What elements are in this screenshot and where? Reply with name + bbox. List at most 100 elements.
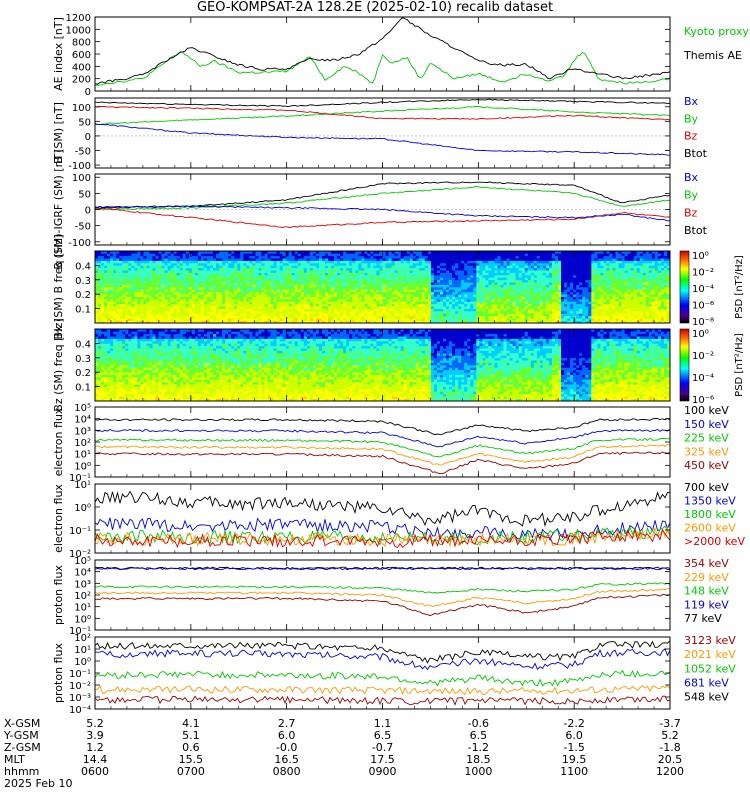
spectrogram-cell	[567, 284, 571, 288]
spectrogram-cell	[561, 251, 565, 254]
spectrogram-cell	[567, 308, 571, 312]
spectrogram-cell	[337, 267, 341, 271]
spectrogram-cell	[291, 253, 296, 257]
spectrogram-cell	[116, 270, 120, 273]
spectrogram-cell	[458, 294, 462, 297]
spectrogram-cell	[400, 311, 404, 314]
spectrogram-cell	[485, 258, 489, 261]
spectrogram-cell	[243, 313, 247, 317]
spectrogram-cell	[449, 313, 453, 317]
spectrogram-cell	[182, 301, 187, 305]
spectrogram-cell	[194, 320, 199, 324]
spectrogram-cell	[488, 270, 492, 273]
spectrogram-cell	[430, 263, 435, 266]
spectrogram-cell	[113, 272, 117, 276]
spectrogram-cell	[352, 313, 356, 317]
spectrogram-cell	[337, 255, 341, 259]
spectrogram-cell	[303, 265, 308, 269]
spectrogram-cell	[409, 272, 414, 276]
spectrogram-cell	[555, 296, 559, 300]
spectrogram-cell	[479, 320, 483, 324]
spectrogram-cell	[331, 284, 335, 288]
spectrogram-cell	[334, 289, 338, 293]
spectrogram-cell	[376, 253, 380, 257]
spectrogram-cell	[312, 289, 317, 293]
spectrogram-cell	[137, 272, 141, 276]
spectrogram-cell	[340, 315, 344, 319]
spectrogram-cell	[424, 320, 429, 324]
spectrogram-cell	[379, 318, 383, 321]
spectrogram-cell	[500, 284, 504, 288]
spectrogram-cell	[101, 270, 105, 273]
spectrogram-cell	[122, 282, 126, 285]
spectrogram-cell	[461, 282, 465, 285]
spectrogram-cell	[570, 299, 574, 302]
spectrogram-cell	[173, 291, 178, 295]
y-tick-label: 600	[72, 50, 91, 61]
spectrogram-cell	[264, 279, 268, 283]
spectrogram-cell	[243, 255, 247, 259]
spectrogram-cell	[542, 272, 547, 276]
spectrogram-cell	[427, 303, 432, 307]
spectrogram-cell	[337, 282, 341, 285]
spectrogram-cell	[131, 294, 135, 297]
spectrogram-cell	[403, 270, 408, 273]
spectrogram-cell	[573, 308, 577, 312]
spectrogram-cell	[385, 311, 389, 314]
spectrogram-cell	[328, 279, 332, 283]
spectrogram-cell	[179, 320, 184, 324]
spectrogram-cell	[246, 301, 250, 305]
spectrogram-cell	[197, 253, 202, 257]
spectrogram-cell	[191, 289, 196, 293]
spectrogram-cell	[561, 253, 565, 257]
spectrogram-cell	[443, 303, 447, 307]
spectrogram-cell	[276, 318, 280, 321]
spectrogram-cell	[361, 260, 365, 264]
spectrogram-cell	[279, 282, 283, 285]
spectrogram-cell	[542, 315, 547, 319]
spectrogram-cell	[210, 275, 214, 278]
spectrogram-cell	[430, 318, 435, 321]
spectrogram-cell	[421, 301, 426, 305]
spectrogram-cell	[95, 294, 99, 297]
spectrogram-cell	[249, 272, 253, 276]
spectrogram-cell	[561, 299, 565, 302]
spectrogram-cell	[312, 320, 317, 324]
spectrogram-cell	[152, 320, 156, 324]
spectrogram-cell	[116, 289, 120, 293]
spectrogram-cell	[152, 313, 156, 317]
spectrogram-cell	[170, 270, 174, 273]
spectrogram-cell	[364, 272, 368, 276]
spectrogram-cell	[261, 315, 265, 319]
spectrogram-cell	[325, 308, 329, 312]
spectrogram-cell	[331, 308, 335, 312]
spectrogram-cell	[567, 318, 571, 321]
spectrogram-cell	[349, 284, 353, 288]
spectrogram-cell	[430, 255, 435, 259]
spectrogram-cell	[412, 263, 417, 266]
spectrogram-cell	[270, 287, 274, 290]
spectrogram-cell	[452, 277, 456, 281]
spectrogram-cell	[243, 320, 247, 324]
spectrogram-cell	[185, 315, 190, 319]
spectrogram-cell	[134, 263, 138, 266]
spectrogram-cell	[113, 253, 117, 257]
spectrogram-cell	[518, 299, 523, 302]
spectrogram-cell	[400, 279, 404, 283]
spectrogram-cell	[113, 301, 117, 305]
spectrogram-cell	[346, 282, 350, 285]
spectrogram-cell	[155, 315, 159, 319]
spectrogram-cell	[355, 315, 359, 319]
spectrogram-cell	[213, 299, 217, 302]
spectrogram-cell	[551, 253, 556, 257]
spectrogram-cell	[328, 313, 332, 317]
spectrogram-cell	[258, 287, 262, 290]
spectrogram-cell	[282, 275, 286, 278]
spectrogram-cell	[506, 296, 510, 300]
spectrogram-cell	[303, 311, 308, 314]
spectrogram-cell	[143, 320, 147, 324]
spectrogram-cell	[476, 267, 480, 271]
spectrogram-cell	[561, 318, 565, 321]
spectrogram-cell	[358, 253, 362, 257]
spectrogram-cell	[312, 313, 317, 317]
